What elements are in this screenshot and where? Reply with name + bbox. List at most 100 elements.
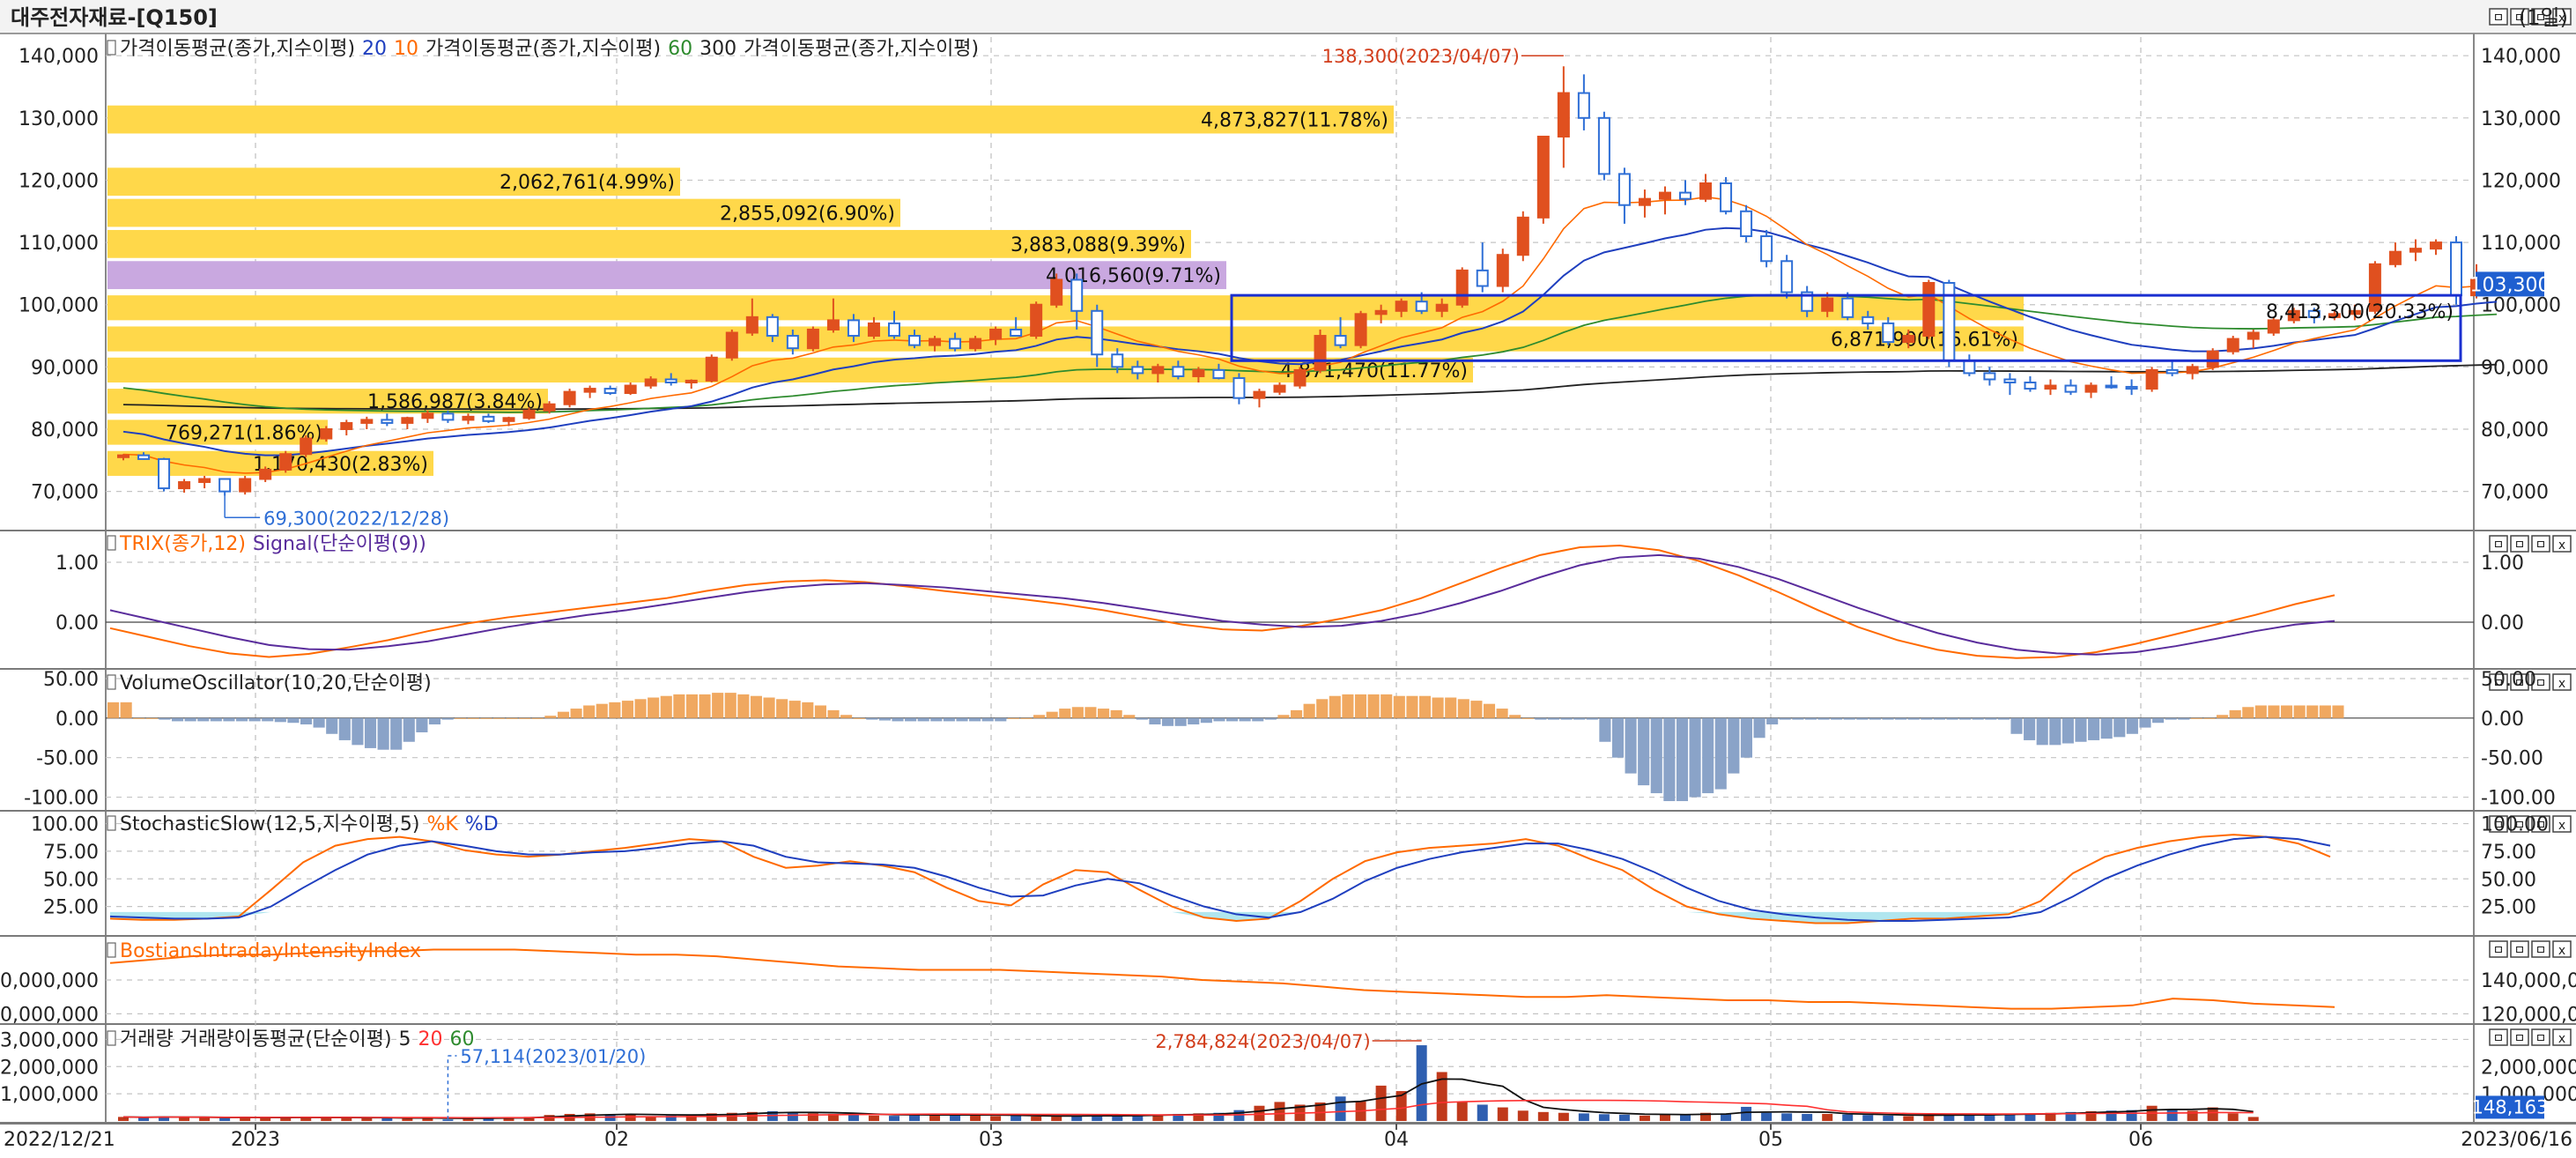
oscillator-bar: [1354, 694, 1367, 718]
oscillator-bar: [840, 715, 853, 718]
y-tick-label: 100,000: [19, 295, 99, 317]
volume-bar: [1639, 1115, 1650, 1121]
window-button[interactable]: [2510, 815, 2529, 833]
volume-high-label: 2,784,824(2023/04/07): [1155, 1031, 1370, 1052]
window-button-label: ㅁ: [2535, 1032, 2547, 1046]
volume-bar: [1193, 1113, 1204, 1121]
window-button-label: ㅁ: [2514, 944, 2526, 958]
oscillator-bar: [1123, 715, 1136, 718]
volume-profile-bar: [107, 261, 1226, 290]
window-button[interactable]: [2552, 1028, 2572, 1046]
window-button[interactable]: [2489, 535, 2508, 553]
oscillator-bar: [1098, 709, 1110, 718]
window-button[interactable]: [2510, 673, 2529, 691]
y-tick-label-right: 120,000: [2481, 170, 2561, 192]
oscillator-bar: [1406, 695, 1418, 718]
candle: [2247, 331, 2260, 340]
window-button[interactable]: [2552, 940, 2572, 958]
oscillator-bar: [1059, 709, 1071, 718]
volume-bar: [970, 1115, 981, 1121]
volume-legend: 거래량 거래량이동평균(단순이평) 5 20 60: [107, 1028, 475, 1050]
candle: [1821, 297, 1834, 312]
window-button[interactable]: [2489, 815, 2508, 833]
volume-bar: [909, 1113, 921, 1121]
window-button[interactable]: [2531, 535, 2550, 553]
candle: [1496, 254, 1509, 287]
oscillator-bar: [1418, 695, 1432, 718]
window-button[interactable]: [2552, 535, 2572, 553]
oscillator-bar: [1611, 717, 1625, 758]
candle: [1902, 335, 1915, 344]
candle: [826, 319, 840, 330]
candle: [1111, 353, 1124, 368]
trix-signal-line: [109, 553, 2335, 656]
oscillator-bar: [326, 717, 338, 734]
candle: [2145, 368, 2158, 390]
volume-bar: [1416, 1045, 1427, 1121]
volume-bar: [442, 1119, 454, 1121]
y-tick-label-right: 110,000: [2481, 233, 2561, 255]
window-button[interactable]: [2531, 815, 2550, 833]
trix-line: [109, 544, 2335, 659]
y-tick-label-right: 80,000: [2481, 419, 2549, 442]
candle: [2287, 309, 2300, 322]
window-button[interactable]: [2552, 673, 2572, 691]
y-tick-label: 0.00: [56, 612, 99, 635]
candle: [1720, 182, 1733, 212]
volume-bar: [726, 1112, 737, 1121]
oscillator-bar: [1007, 717, 1019, 719]
window-button[interactable]: [2510, 1028, 2529, 1046]
window-button[interactable]: [2531, 8, 2550, 26]
volume-bar: [1010, 1115, 1022, 1121]
window-button-label: ㅁ: [2514, 677, 2526, 691]
window-button[interactable]: [2510, 535, 2529, 553]
oscillator-bar: [2203, 717, 2216, 719]
volume-bar: [341, 1117, 352, 1121]
volume-bar: [1497, 1107, 1508, 1121]
oscillator-bar: [1959, 717, 1972, 720]
oscillator-bar: [1136, 717, 1148, 720]
volume-bar: [280, 1117, 292, 1121]
window-button[interactable]: [2531, 673, 2550, 691]
window-button[interactable]: [2531, 940, 2550, 958]
candle: [1862, 315, 1875, 324]
volume-bar: [1883, 1115, 1894, 1121]
oscillator-bar: [1252, 717, 1264, 722]
volume-bar: [523, 1117, 535, 1121]
volume-bar: [2247, 1117, 2259, 1121]
window-button[interactable]: [2510, 8, 2529, 26]
volume-bar: [625, 1114, 636, 1121]
y-tick-label: 0.00: [56, 709, 99, 731]
candle: [1922, 282, 1936, 338]
candle: [2084, 384, 2098, 393]
oscillator-bar: [2229, 709, 2241, 718]
oscillator-bar: [1676, 717, 1689, 802]
oscillator-bar: [1290, 709, 1303, 718]
oscillator-bar: [262, 717, 274, 722]
candle: [2388, 250, 2402, 265]
candle: [462, 415, 475, 421]
oscillator-bar: [1972, 717, 1984, 720]
window-button[interactable]: [2552, 8, 2572, 26]
window-button[interactable]: [2552, 815, 2572, 833]
volume-bar: [706, 1113, 717, 1121]
oscillator-bar: [159, 717, 171, 720]
window-button[interactable]: [2489, 1028, 2508, 1046]
oscillator-bar: [287, 717, 300, 724]
oscillator-bar: [1239, 717, 1251, 722]
window-button[interactable]: [2489, 8, 2508, 26]
volume-bar: [361, 1117, 373, 1121]
y-tick-label: -100.00: [24, 788, 99, 810]
volume-bar: [990, 1116, 1002, 1121]
window-button[interactable]: [2489, 940, 2508, 958]
candle: [259, 468, 272, 480]
window-button[interactable]: [2531, 1028, 2550, 1046]
window-button[interactable]: [2489, 673, 2508, 691]
y-tick-label-right: -50.00: [2481, 748, 2543, 770]
candle: [2328, 313, 2341, 318]
window-button[interactable]: [2510, 940, 2529, 958]
window-button-label: ㅁ: [2493, 1032, 2505, 1046]
oscillator-bar: [750, 695, 762, 718]
candle: [1679, 191, 1692, 200]
